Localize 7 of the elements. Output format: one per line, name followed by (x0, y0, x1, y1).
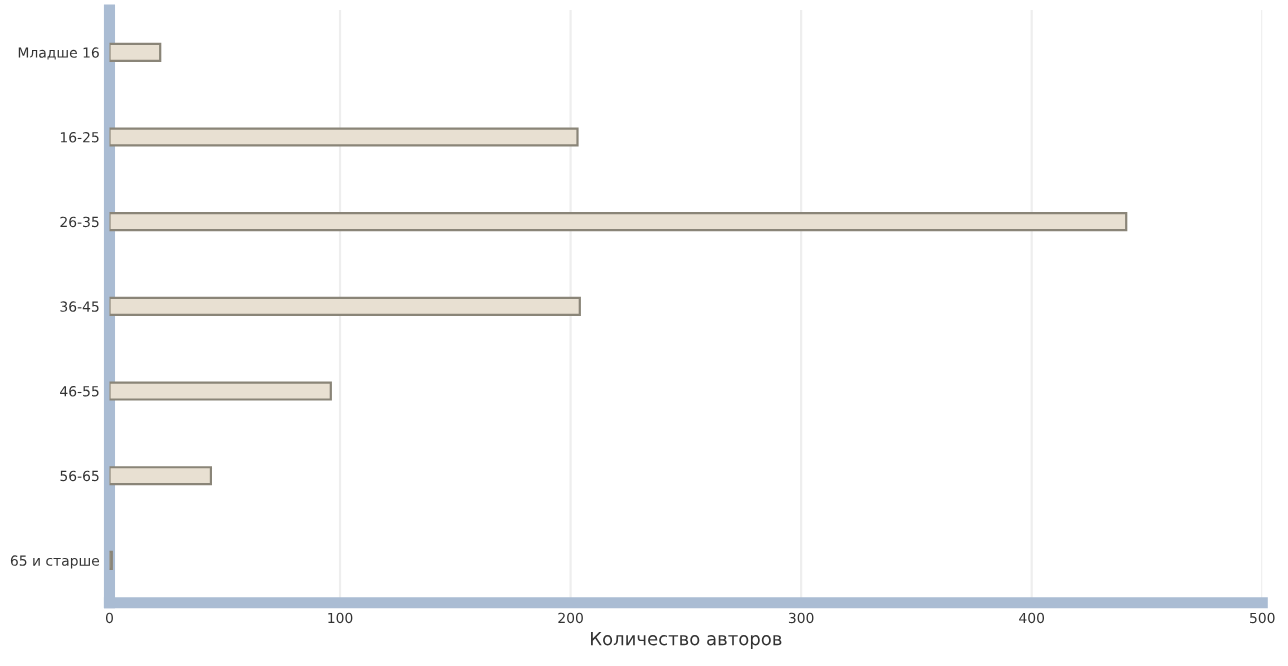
bar (109, 381, 332, 401)
bar (109, 296, 581, 316)
bar (109, 42, 162, 62)
x-axis-title: Количество авторов (591, 632, 782, 649)
bar (109, 212, 1128, 232)
bar (109, 127, 579, 147)
bar (109, 466, 213, 486)
